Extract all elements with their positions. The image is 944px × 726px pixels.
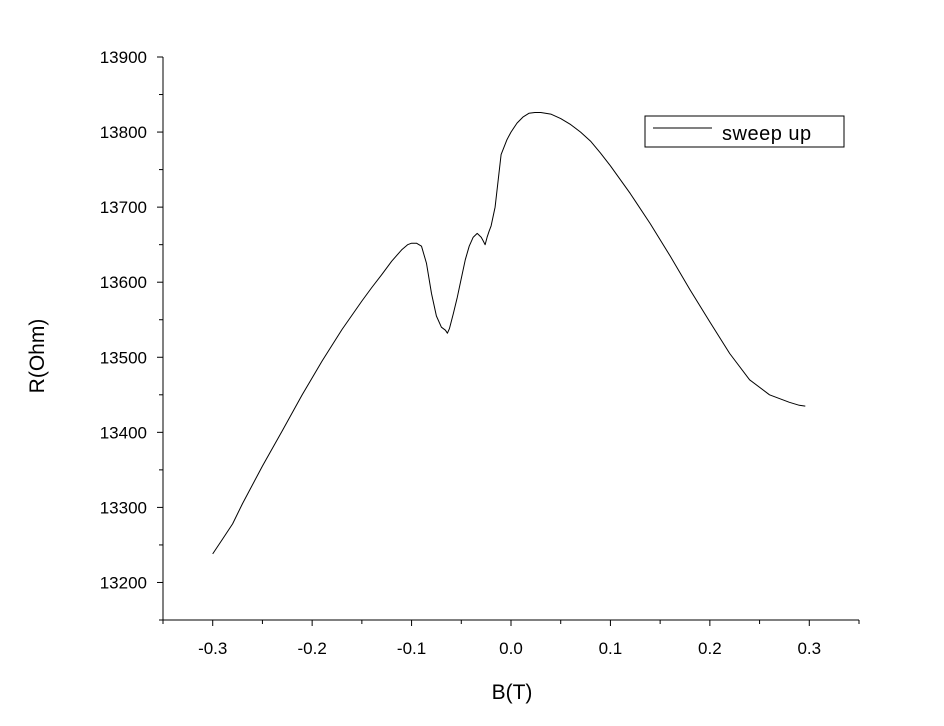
- legend-entry-label: sweep up: [722, 123, 812, 145]
- series-lines: [212, 112, 806, 555]
- y-axis-ticks: 13200 13300 13400 13500 13600 13700 13800 13900: [100, 48, 163, 621]
- legend: sweep up: [644, 115, 845, 148]
- series-line-sweep-up: [212, 112, 806, 555]
- x-tick-label: 0.1: [599, 639, 623, 658]
- y-tick-label: 13300: [100, 498, 147, 517]
- y-tick-label: 13800: [100, 123, 147, 142]
- legend-box: [644, 115, 845, 148]
- y-tick-label: 13500: [100, 348, 147, 367]
- x-tick-label: 0.0: [499, 639, 523, 658]
- x-tick-label: 0.3: [797, 639, 821, 658]
- x-axis-label: B(T): [492, 681, 533, 704]
- y-tick-label: 13600: [100, 273, 147, 292]
- x-tick-label: -0.3: [198, 639, 227, 658]
- y-axis-label: R(Ohm): [26, 319, 49, 394]
- y-tick-label: 13400: [100, 423, 147, 442]
- x-axis-ticks: -0.3 -0.2 -0.1 0.0 0.1 0.2 0.3: [162, 620, 860, 658]
- y-tick-label: 13200: [100, 573, 147, 592]
- y-tick-label: 13700: [100, 198, 147, 217]
- x-tick-label: -0.1: [397, 639, 426, 658]
- x-tick-label: 0.2: [698, 639, 722, 658]
- y-tick-label: 13900: [100, 48, 147, 67]
- x-tick-label: -0.2: [297, 639, 326, 658]
